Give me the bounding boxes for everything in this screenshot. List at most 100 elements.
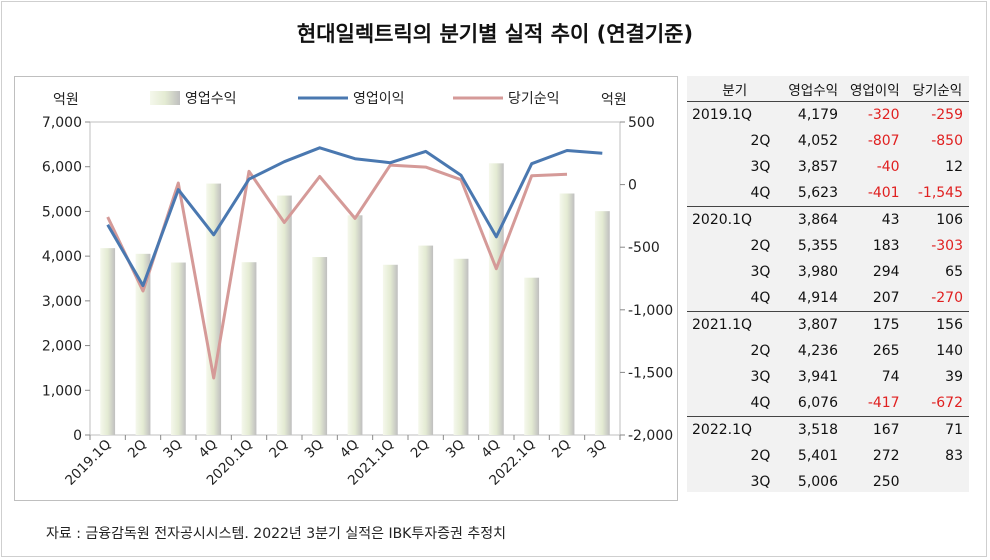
revenue-cell: 3,518 (797, 422, 839, 438)
quarter-cell: 2Q (750, 238, 771, 254)
quarter-cell: 2022.1Q (692, 422, 753, 438)
table-row: 4Q 4,914 207 -270 (687, 285, 969, 312)
revenue-bar (241, 262, 257, 435)
quarter-cell: 2020.1Q (692, 212, 753, 228)
table-row: 2022.1Q 3,518 167 71 (687, 417, 969, 444)
revenue-bar (206, 183, 222, 435)
combo-chart: 0 1,000 2,000 3,000 4,000 5,000 6,000 7,000 500 0… (42, 91, 673, 489)
quarter-cell: 4Q (687, 285, 783, 312)
left-tick-label: 4,000 (42, 249, 82, 265)
quarter-cell: 2019.1Q (692, 107, 753, 123)
revenue-cell: 3,980 (797, 264, 839, 280)
operating-profit-cell: 265 (872, 343, 900, 359)
table-row: 3Q 5,006 250 (687, 469, 969, 495)
revenue-cell: 6,076 (782, 390, 845, 417)
operating-profit-cell: 43 (881, 212, 900, 228)
quarter-cell: 4Q (687, 180, 783, 207)
header-quarter: 분기 (687, 76, 783, 102)
left-tick-label: 5,000 (42, 204, 82, 220)
source-note: 자료 : 금융감독원 전자공시시스템. 2022년 3분기 실적은 IBK투자증… (46, 526, 506, 542)
revenue-cell: 5,623 (782, 180, 845, 207)
net-income-cell: 71 (945, 422, 963, 438)
operating-profit-cell: 167 (872, 422, 900, 438)
right-tick-label: -1,500 (628, 365, 673, 381)
net-income-cell: -1,545 (905, 180, 969, 207)
right-axis-unit: 억원 (601, 92, 627, 108)
header-revenue: 영업수익 (782, 76, 845, 102)
revenue-bar (453, 258, 469, 435)
chart-panel: 0 1,000 2,000 3,000 4,000 5,000 6,000 7,000 500 0… (14, 76, 678, 501)
net-income-cell: -303 (931, 238, 963, 254)
revenue-cell: 3,807 (797, 317, 839, 333)
revenue-bar (170, 262, 186, 435)
table-row: 3Q 3,941 74 39 (687, 364, 969, 390)
x-tick-label: 3Q (443, 437, 468, 462)
x-tick-label: 4Q (478, 437, 503, 462)
quarter-cell: 3Q (750, 159, 771, 175)
operating-profit-cell: 294 (872, 264, 900, 280)
right-tick-label: -500 (628, 240, 660, 256)
table-row: 3Q 3,857 -40 12 (687, 154, 969, 180)
net-income-cell (906, 469, 969, 495)
net-income-cell: 12 (945, 159, 963, 175)
quarter-cell: 2Q (750, 448, 771, 464)
left-tick-label: 6,000 (42, 160, 82, 176)
table-row: 2Q 4,052 -807 -850 (687, 128, 969, 154)
revenue-bar (488, 163, 504, 435)
net-income-cell: -270 (905, 285, 969, 312)
operating-profit-cell: -807 (867, 133, 900, 149)
x-tick-label: 2Q (266, 437, 291, 462)
right-tick-label: -1,000 (628, 303, 673, 319)
operating-profit-cell: -401 (844, 180, 906, 207)
quarter-cell: 3Q (750, 474, 771, 490)
net-income-line (106, 163, 568, 380)
revenue-cell: 4,914 (782, 285, 845, 312)
table-row: 2021.1Q 3,807 175 156 (687, 312, 969, 339)
operating-profit-cell: -40 (876, 159, 900, 175)
revenue-bar (276, 195, 292, 435)
operating-profit-line (106, 146, 603, 288)
operating-profit-cell: 250 (872, 474, 900, 490)
data-table: 분기 영업수익 영업이익 당기순익 2019.1Q 4,179 -320 -259 2Q… (687, 76, 969, 495)
revenue-bar (382, 264, 398, 435)
net-income-cell: 65 (945, 264, 963, 280)
table-body: 2019.1Q 4,179 -320 -259 2Q 4,052 -807 -850 3Q 3,8… (687, 102, 969, 496)
table-header-row: 분기 영업수익 영업이익 당기순익 (687, 76, 969, 102)
operating-profit-cell: -320 (867, 107, 900, 123)
net-income-cell: -850 (931, 133, 963, 149)
revenue-cell: 3,857 (797, 159, 839, 175)
table-row: 2Q 4,236 265 140 (687, 338, 969, 364)
operating-profit-cell: 183 (872, 238, 900, 254)
revenue-bar (312, 257, 328, 435)
quarter-cell: 2Q (750, 343, 771, 359)
legend-label-revenue: 영업수익 (185, 91, 237, 107)
table-row: 2Q 5,401 272 83 (687, 443, 969, 469)
revenue-cell: 5,401 (797, 448, 839, 464)
revenue-bar (418, 245, 434, 435)
revenue-cell: 3,864 (797, 212, 839, 228)
left-tick-label: 1,000 (42, 383, 82, 399)
table-row: 2020.1Q 3,864 43 106 (687, 207, 969, 234)
net-income-cell: 156 (936, 317, 963, 333)
revenue-bar (559, 193, 575, 435)
operating-profit-cell: -417 (844, 390, 906, 417)
revenue-bar (594, 211, 610, 435)
revenue-cell: 4,052 (797, 133, 839, 149)
left-tick-label: 7,000 (42, 115, 82, 131)
quarter-cell: 2021.1Q (692, 317, 753, 333)
page-title: 현대일렉트릭의 분기별 실적 추이 (연결기준) (296, 22, 694, 46)
left-tick-label: 3,000 (42, 294, 82, 310)
revenue-bar (347, 215, 363, 435)
x-tick-label: 2Q (408, 437, 433, 462)
x-tick-label: 2Q (549, 437, 574, 462)
revenue-bar (100, 248, 116, 435)
table-row: 2019.1Q 4,179 -320 -259 (687, 102, 969, 129)
data-table-panel: 분기 영업수익 영업이익 당기순익 2019.1Q 4,179 -320 -259 2Q… (687, 76, 969, 492)
x-tick-label: 3Q (160, 437, 185, 462)
table-row: 4Q 5,623 -401 -1,545 (687, 180, 969, 207)
revenue-cell: 5,355 (797, 238, 839, 254)
revenue-cell: 5,006 (797, 474, 839, 490)
header-net-income: 당기순익 (905, 76, 969, 102)
revenue-cell: 4,236 (797, 343, 839, 359)
